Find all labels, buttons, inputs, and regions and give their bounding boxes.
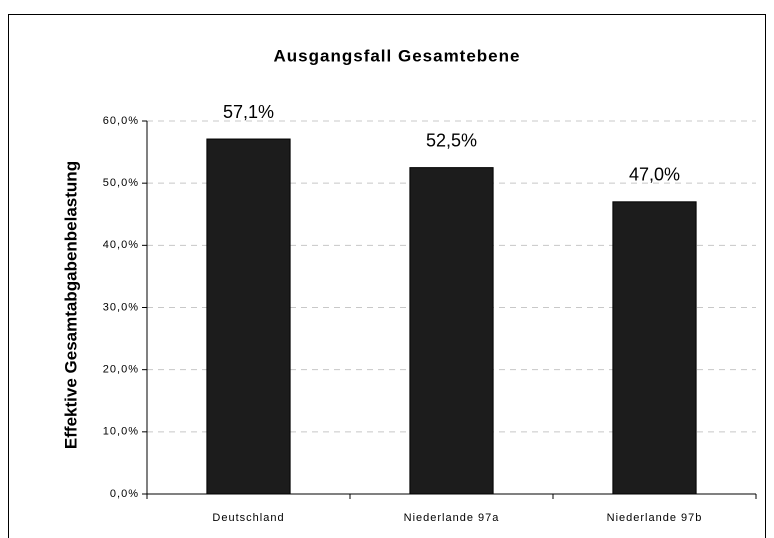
y-tick-label: 30,0% (103, 301, 139, 313)
y-tick-label: 40,0% (103, 239, 139, 251)
y-axis-label: Effektive Gesamtabgabenbelastung (61, 161, 80, 449)
y-tick-label: 60,0% (103, 115, 139, 127)
x-tick-label: Niederlande 97b (607, 512, 703, 524)
x-tick-label: Deutschland (212, 512, 284, 524)
bar (612, 201, 697, 495)
chart-title: Ausgangsfall Gesamtebene (274, 46, 521, 65)
bar (409, 167, 494, 495)
data-label: 52,5% (426, 130, 477, 150)
data-label: 57,1% (223, 102, 274, 122)
y-tick-label: 10,0% (103, 426, 139, 438)
data-label: 47,0% (629, 165, 680, 185)
y-tick-label: 50,0% (103, 177, 139, 189)
bar (206, 138, 291, 495)
y-tick-label: 0,0% (110, 488, 139, 500)
y-tick-label: 20,0% (103, 364, 139, 376)
x-tick-label: Niederlande 97a (404, 512, 500, 524)
